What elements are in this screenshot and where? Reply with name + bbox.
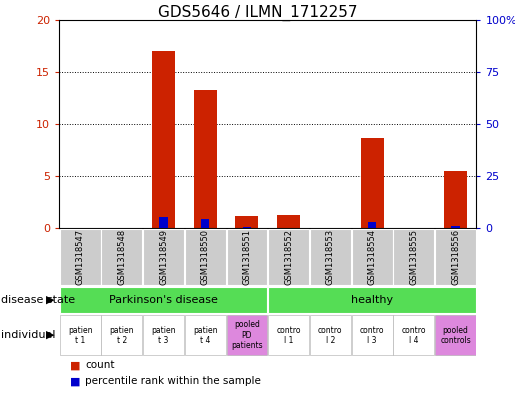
Text: Parkinson's disease: Parkinson's disease xyxy=(109,295,218,305)
Bar xyxy=(143,315,184,355)
Bar xyxy=(185,315,226,355)
Bar xyxy=(268,287,476,313)
Text: ■: ■ xyxy=(70,360,80,371)
Bar xyxy=(277,215,300,228)
Bar xyxy=(185,229,226,285)
Text: pooled
PD
patients: pooled PD patients xyxy=(231,320,263,350)
Text: patien
t 2: patien t 2 xyxy=(110,325,134,345)
Bar xyxy=(159,217,168,228)
Bar xyxy=(268,315,309,355)
Text: contro
l 3: contro l 3 xyxy=(360,325,384,345)
Bar xyxy=(451,226,460,228)
Bar xyxy=(60,287,267,313)
Bar xyxy=(435,315,476,355)
Bar xyxy=(143,229,184,285)
Text: GSM1318554: GSM1318554 xyxy=(368,229,376,285)
Bar xyxy=(393,315,434,355)
Bar xyxy=(60,315,100,355)
Bar xyxy=(352,229,392,285)
Text: patien
t 3: patien t 3 xyxy=(151,325,176,345)
Text: GSM1318550: GSM1318550 xyxy=(201,229,210,285)
Text: ▶: ▶ xyxy=(45,295,54,305)
Text: healthy: healthy xyxy=(351,295,393,305)
Bar xyxy=(310,315,351,355)
Text: ■: ■ xyxy=(70,376,80,386)
Text: GSM1318552: GSM1318552 xyxy=(284,229,293,285)
Text: patien
t 4: patien t 4 xyxy=(193,325,217,345)
Text: GSM1318553: GSM1318553 xyxy=(326,229,335,285)
Text: disease state: disease state xyxy=(1,295,75,305)
Bar xyxy=(235,216,259,228)
Text: patien
t 1: patien t 1 xyxy=(68,325,92,345)
Bar xyxy=(201,219,210,228)
Bar xyxy=(227,229,267,285)
Bar xyxy=(101,229,142,285)
Bar xyxy=(360,138,384,228)
Text: GSM1318548: GSM1318548 xyxy=(117,229,126,285)
Bar xyxy=(393,229,434,285)
Text: ▶: ▶ xyxy=(45,330,54,340)
Bar xyxy=(444,171,467,228)
Text: GSM1318555: GSM1318555 xyxy=(409,229,418,285)
Bar xyxy=(352,315,392,355)
Text: GSM1318547: GSM1318547 xyxy=(76,229,84,285)
Text: pooled
controls: pooled controls xyxy=(440,325,471,345)
Bar xyxy=(194,90,217,228)
Text: GSM1318556: GSM1318556 xyxy=(451,229,460,285)
Bar xyxy=(60,229,100,285)
Text: count: count xyxy=(85,360,114,371)
Bar xyxy=(101,315,142,355)
Text: percentile rank within the sample: percentile rank within the sample xyxy=(85,376,261,386)
Bar xyxy=(152,51,175,228)
Text: contro
l 4: contro l 4 xyxy=(402,325,426,345)
Bar xyxy=(368,222,376,228)
Bar xyxy=(435,229,476,285)
Text: contro
l 2: contro l 2 xyxy=(318,325,342,345)
Bar xyxy=(268,229,309,285)
Text: GDS5646 / ILMN_1712257: GDS5646 / ILMN_1712257 xyxy=(158,5,357,21)
Text: contro
l 1: contro l 1 xyxy=(277,325,301,345)
Text: individual: individual xyxy=(1,330,55,340)
Text: GSM1318551: GSM1318551 xyxy=(243,229,251,285)
Bar xyxy=(310,229,351,285)
Bar xyxy=(227,315,267,355)
Text: GSM1318549: GSM1318549 xyxy=(159,229,168,285)
